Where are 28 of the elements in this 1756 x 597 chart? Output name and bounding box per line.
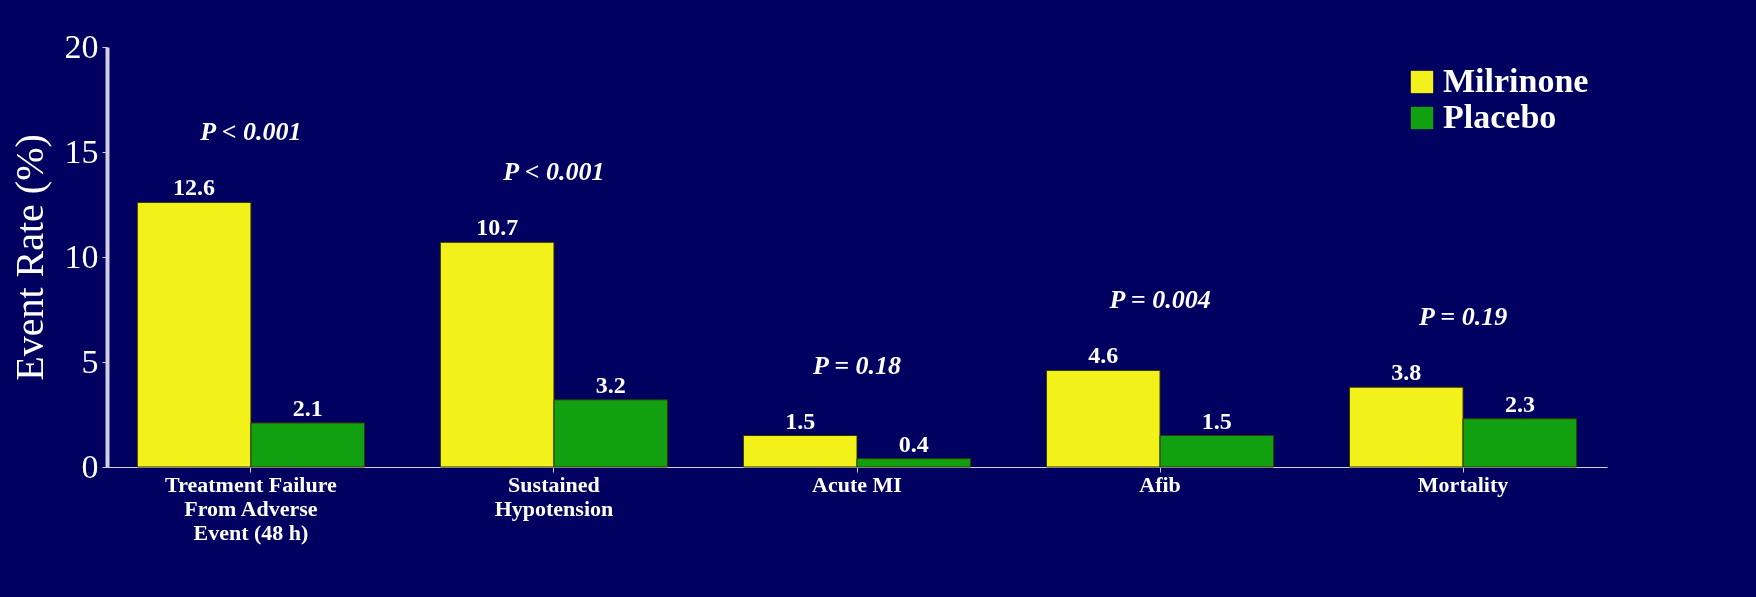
y-tick-label: 0: [81, 447, 99, 485]
data-label: 12.6: [173, 174, 216, 201]
data-label: 1.5: [785, 407, 816, 434]
data-label: 10.7: [476, 214, 519, 241]
legend-label: Placebo: [1443, 98, 1557, 135]
annotation: P < 0.001: [502, 157, 605, 187]
y-tick-label: 5: [81, 342, 99, 380]
y-tick-label: 15: [64, 132, 99, 170]
x-tick-label: Mortality: [1417, 471, 1509, 497]
data-label: 2.3: [1504, 390, 1535, 417]
data-label: 3.8: [1391, 359, 1422, 386]
data-label: 0.4: [898, 430, 929, 457]
data-label: 2.1: [292, 394, 323, 421]
x-tick-label: Acute MI: [812, 471, 902, 497]
annotation: P = 0.19: [1417, 302, 1508, 332]
annotation: P < 0.001: [199, 117, 302, 147]
y-tick-label: 10: [64, 237, 99, 275]
y-axis-title: Event Rate (%): [6, 134, 52, 381]
data-label: 3.2: [595, 371, 626, 398]
x-tick-label: Sustained Hypotension: [494, 471, 614, 521]
y-tick-label: 20: [64, 27, 99, 65]
data-label: 4.6: [1088, 342, 1119, 369]
annotation: P = 0.004: [1108, 285, 1211, 315]
x-tick-label: Afib: [1139, 471, 1181, 497]
x-tick-label: Treatment Failure From Adverse Event (48 h): [165, 471, 338, 545]
data-label: 1.5: [1201, 407, 1232, 434]
annotation: P = 0.18: [811, 350, 902, 380]
legend-label: Milrinone: [1443, 62, 1589, 99]
